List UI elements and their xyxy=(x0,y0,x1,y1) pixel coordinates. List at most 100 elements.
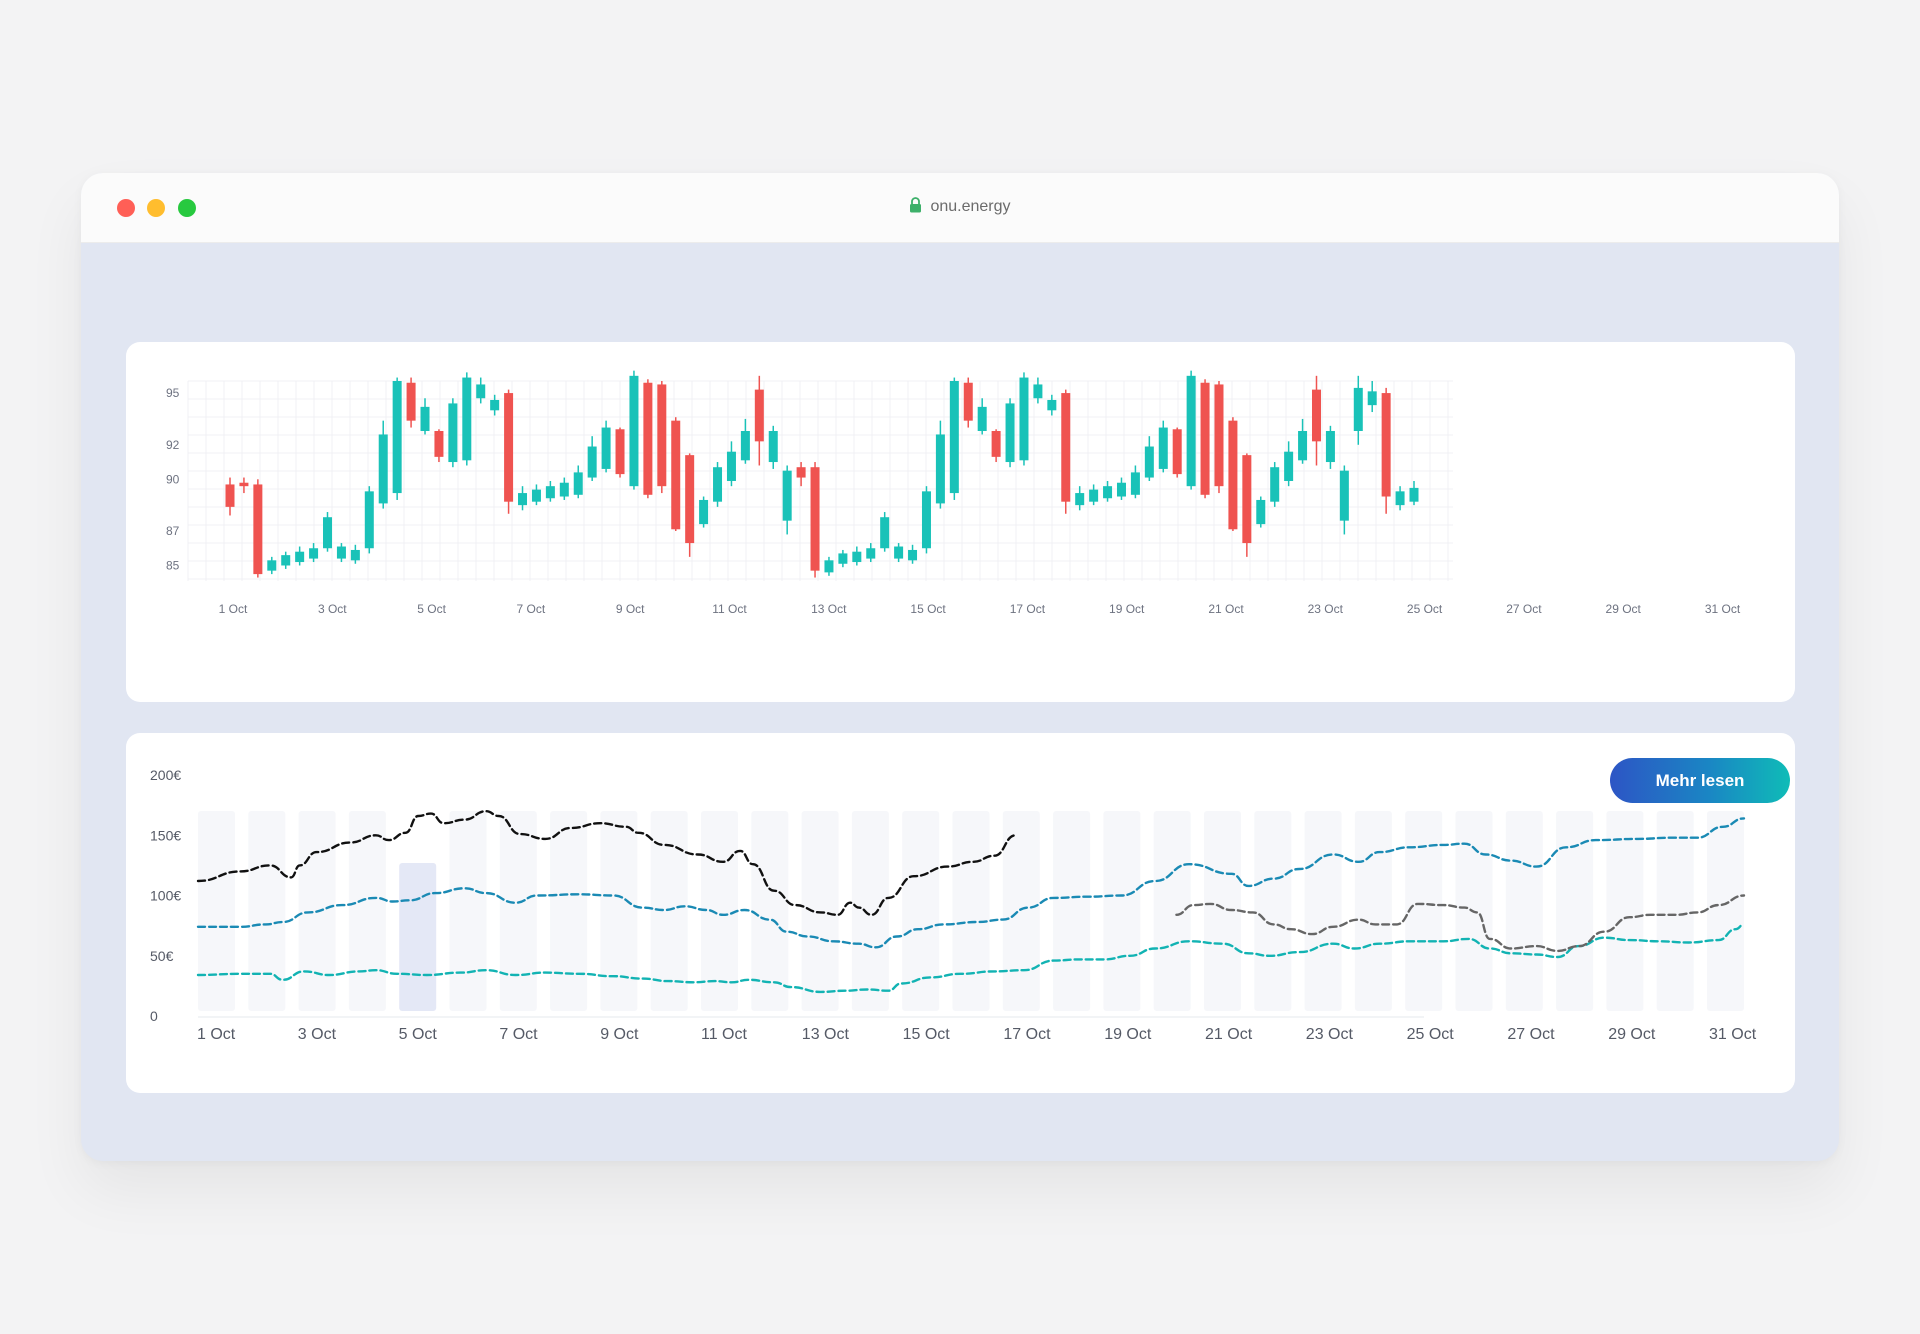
x-tick-label: 9 Oct xyxy=(616,602,645,616)
candle xyxy=(267,556,277,575)
lock-icon xyxy=(909,197,922,218)
x-tick-label: 13 Oct xyxy=(802,1026,850,1043)
column-band xyxy=(902,811,940,1011)
series-line-1 xyxy=(196,809,1017,917)
column-band xyxy=(1606,811,1644,1011)
candle xyxy=(921,486,931,554)
x-tick-label: 21 Oct xyxy=(1205,1026,1253,1043)
candle xyxy=(1019,372,1029,466)
candle xyxy=(991,429,1001,463)
x-tick-label: 27 Oct xyxy=(1507,1026,1555,1043)
candle xyxy=(225,477,235,516)
candle xyxy=(601,420,611,473)
column-band xyxy=(1405,811,1443,1011)
candle xyxy=(852,546,862,566)
candle xyxy=(392,377,402,500)
x-tick-label: 27 Oct xyxy=(1506,602,1542,616)
candle xyxy=(685,453,695,557)
candle xyxy=(1395,486,1405,511)
minimize-window-button[interactable] xyxy=(147,199,165,217)
candle xyxy=(1033,377,1043,404)
candle xyxy=(963,377,973,428)
y-tick-label: 90 xyxy=(166,472,180,486)
column-band xyxy=(399,863,437,1011)
candle xyxy=(1144,436,1154,481)
candle xyxy=(629,370,639,490)
x-tick-label: 9 Oct xyxy=(600,1026,639,1043)
candlestick-chart: 95 92 90 87 85 1 Oct 3 Oct 5 Oct 7 Oct 9 Oct 11 O… xyxy=(166,370,1741,616)
column-band xyxy=(1707,811,1744,1011)
x-tick-label: 31 Oct xyxy=(1705,602,1741,616)
candle xyxy=(866,543,876,563)
candle xyxy=(281,551,291,569)
x-tick-label: 11 Oct xyxy=(712,602,747,616)
candle xyxy=(476,377,486,404)
candle xyxy=(671,417,681,531)
candle xyxy=(1270,462,1280,507)
column-band xyxy=(801,811,839,1011)
candle xyxy=(1103,481,1113,502)
candle xyxy=(545,481,555,502)
x-tick-label: 31 Oct xyxy=(1709,1026,1757,1043)
candle xyxy=(1130,465,1140,499)
column-band xyxy=(600,811,638,1011)
candle xyxy=(1409,481,1419,506)
y-tick-label: 200€ xyxy=(150,767,181,783)
candle xyxy=(1242,453,1252,557)
candle xyxy=(796,462,806,487)
browser-window: onu.energy 95 92 90 87 85 1 Oct 3 Oct 5 Oct 7 O… xyxy=(81,173,1839,1161)
candle xyxy=(908,544,918,564)
candle xyxy=(977,398,987,435)
x-tick-label: 5 Oct xyxy=(417,602,446,616)
x-tick-label: 15 Oct xyxy=(910,602,946,616)
candle xyxy=(504,389,514,514)
x-tick-label: 19 Oct xyxy=(1104,1026,1152,1043)
x-tick-label: 21 Oct xyxy=(1208,602,1244,616)
series-line-3 xyxy=(196,923,1746,994)
maximize-window-button[interactable] xyxy=(178,199,196,217)
candle xyxy=(1116,477,1126,500)
y-tick-label: 150€ xyxy=(150,827,181,843)
candle xyxy=(1158,420,1168,473)
column-band xyxy=(1002,811,1040,1011)
url-text: onu.energy xyxy=(930,198,1011,215)
x-tick-label: 17 Oct xyxy=(1003,1026,1051,1043)
candle xyxy=(1214,381,1224,494)
column-band xyxy=(1103,811,1141,1011)
candle xyxy=(1311,375,1321,466)
candle xyxy=(309,543,319,563)
candle xyxy=(699,496,709,528)
candle xyxy=(1284,441,1294,487)
x-tick-label: 15 Oct xyxy=(903,1026,951,1043)
address-bar[interactable]: onu.energy xyxy=(81,197,1839,218)
column-band xyxy=(650,811,688,1011)
candle xyxy=(559,477,569,500)
column-band xyxy=(952,811,990,1011)
column-band xyxy=(550,811,588,1011)
close-window-button[interactable] xyxy=(117,199,135,217)
candle xyxy=(573,465,583,499)
y-tick-label: 50€ xyxy=(150,948,174,964)
candle xyxy=(894,543,904,563)
candle xyxy=(1298,418,1308,464)
column-band xyxy=(1254,811,1292,1011)
x-tick-label: 11 Oct xyxy=(701,1026,748,1043)
x-tick-label: 3 Oct xyxy=(318,602,347,616)
candle xyxy=(1367,381,1377,413)
candle xyxy=(782,465,792,535)
column-band xyxy=(248,811,286,1011)
candle xyxy=(1325,425,1335,469)
y-tick-label: 100€ xyxy=(150,888,181,904)
candle xyxy=(462,372,472,466)
y-tick-label: 95 xyxy=(166,386,180,400)
candle xyxy=(880,512,890,552)
x-tick-label: 5 Oct xyxy=(399,1026,438,1043)
x-tick-label: 29 Oct xyxy=(1606,602,1642,616)
x-tick-label: 1 Oct xyxy=(197,1026,236,1043)
mehr-lesen-button[interactable]: Mehr lesen xyxy=(1610,758,1790,803)
series-line-2 xyxy=(196,817,1746,949)
y-tick-label: 87 xyxy=(166,524,180,538)
column-band xyxy=(1354,811,1392,1011)
column-band xyxy=(198,811,235,1011)
column-band xyxy=(851,811,889,1011)
